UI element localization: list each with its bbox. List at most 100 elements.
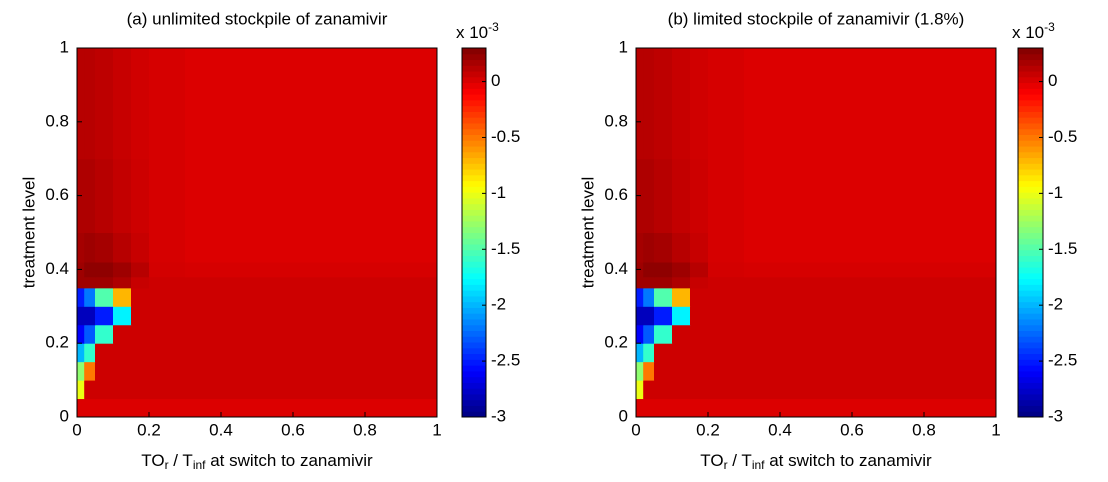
colorbar-swatch [462,353,486,360]
colorbar-swatch [1018,261,1043,268]
colorbar-swatch [1018,330,1043,337]
heatmap-cell [257,324,438,344]
heatmap-cell [708,306,745,326]
heatmap-cell [643,324,655,344]
heatmap-cell [84,262,96,278]
y-tick-label: 0.6 [45,185,69,204]
x-tick-label: 0.2 [137,420,161,439]
colorbar-swatch [462,192,486,199]
heatmap-cell [185,380,258,400]
colorbar-frame [461,47,487,418]
colorbar-swatch [1018,353,1043,360]
heatmap-cell [654,158,673,233]
heatmap-cell [672,262,691,278]
heatmap-cell [149,361,186,381]
colorbar-swatch [1018,272,1043,280]
colorbar-swatch [1018,278,1043,285]
heatmap-cell [131,398,150,418]
colorbar-label-exponent: -3 [488,20,499,34]
heatmap-cell [131,48,150,160]
heatmap-cell [654,343,673,363]
heatmap-cell [95,158,114,233]
colorbar-swatch [462,157,486,164]
heatmap-cell [708,324,745,344]
heatmap-cell [672,158,691,233]
heatmap-cell [77,324,85,344]
heatmap-cell [149,398,186,418]
heatmap-cell [257,262,438,278]
colorbar-swatch [1018,192,1043,199]
heatmap-cell [816,48,997,160]
heatmap-cell [744,380,817,400]
heatmap-cell [643,361,655,381]
colorbar-swatch [462,215,486,222]
x-tick-label: 0.4 [768,420,792,439]
heatmap-cell [95,287,114,307]
colorbar-swatch [1018,71,1043,78]
heatmap-cell [744,306,817,326]
colorbar-swatch [462,146,486,153]
chart-title: (b) limited stockpile of zanamivir (1.8%… [668,9,965,28]
heatmap-cell [654,48,673,160]
heatmap-cell [672,232,691,263]
colorbar-swatch [462,76,486,84]
heatmap-cell [690,306,709,326]
colorbar-frame [1017,47,1044,418]
x-axis-label-part: / T [169,451,193,470]
heatmap-cell [643,48,655,160]
colorbar-swatch [462,359,486,366]
heatmap-cell [643,343,655,363]
heatmap-cell [113,158,132,233]
heatmap-cell [636,324,644,344]
colorbar-swatch [1018,151,1043,159]
heatmap-cell [654,398,673,418]
colorbar-swatch [1018,295,1043,303]
x-axis-label-part: TO [700,451,723,470]
heatmap-cell [77,380,85,400]
colorbar-swatch [462,186,486,193]
colorbar-swatch [1018,186,1043,193]
colorbar-swatch [1018,215,1043,222]
heatmap-cell [643,380,655,400]
heatmap-cell [113,276,132,289]
y-tick-label: 1 [619,37,628,56]
heatmap-cell [131,306,150,326]
heatmap-cell [131,287,150,307]
colorbar-tick-label: -2 [491,295,506,314]
colorbar-tick-label: 0 [1048,71,1057,90]
colorbar-tick-label: -1.5 [1048,239,1077,258]
heatmap-cell [257,287,438,307]
heatmap-cell [84,343,96,363]
heatmap-cell [654,324,673,344]
colorbar-swatch [1018,169,1043,176]
colorbar-swatch [1018,99,1043,107]
heatmap-cell [84,276,96,289]
colorbar-swatch [1018,220,1043,228]
heatmap-cell [149,343,186,363]
colorbar-swatch [1018,388,1043,395]
heatmap-cell [636,306,644,326]
colorbar-swatch [462,48,486,55]
colorbar-swatch [462,128,486,135]
colorbar-swatch [1018,313,1043,320]
colorbar-swatch [462,411,486,418]
colorbar-swatch [462,301,486,308]
heatmap-cell [708,158,745,233]
heatmap-cell [636,380,644,400]
heatmap-cell [672,380,691,400]
y-tick-label: 0.4 [604,259,628,278]
x-tick-label: 1 [991,420,1000,439]
colorbar-swatch [462,163,486,170]
heatmap-cell [84,361,96,381]
colorbar-swatch [1018,307,1043,314]
heatmap-cell [816,276,997,289]
colorbar-swatch [1018,157,1043,164]
colorbar-swatch [1018,301,1043,308]
heatmap-cell [113,361,132,381]
heatmap-cell [84,324,96,344]
x-tick-label: 0.2 [696,420,720,439]
heatmap-cell [708,48,745,160]
x-axis-label: TOr / Tinf at switch to zanamivir [700,451,932,471]
colorbar-swatch [1018,347,1043,355]
colorbar-tick-label: -1.5 [491,239,520,258]
